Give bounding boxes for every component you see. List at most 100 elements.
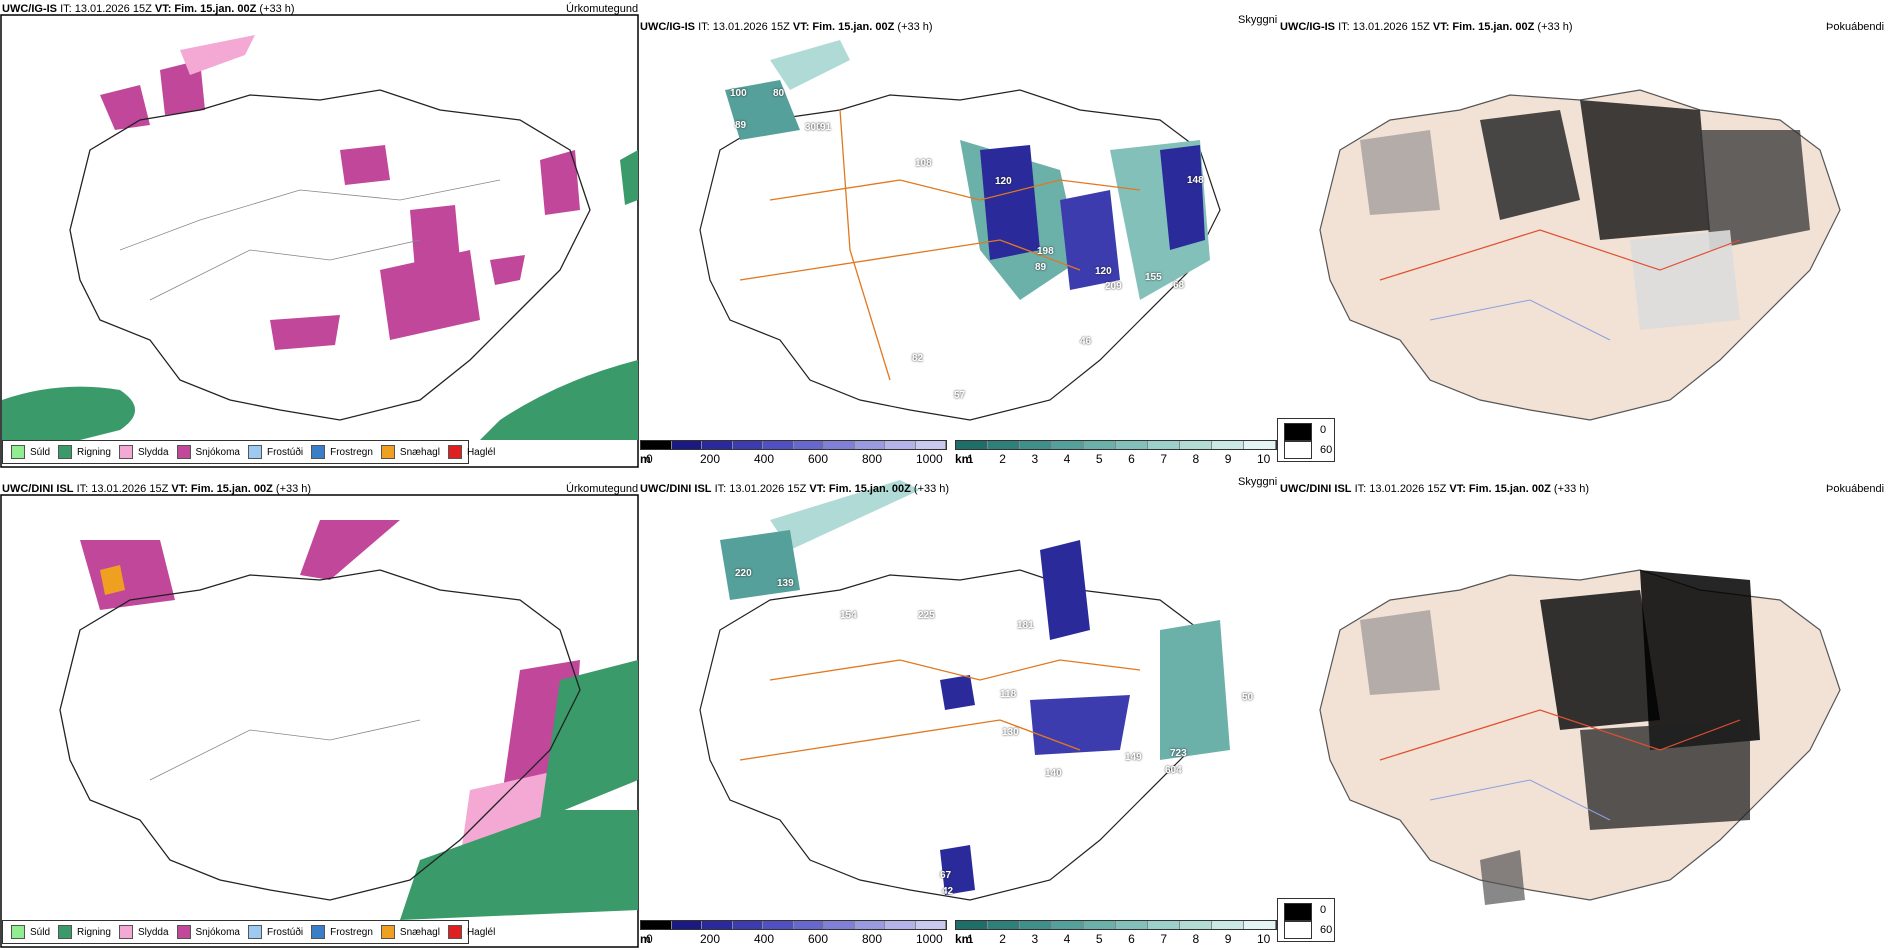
cloud-base-label: 80 [773, 88, 785, 99]
cloud-panel-top: UWC/IG-IS IT: 13.01.2026 15Z VT: Fim. 15… [640, 0, 1280, 470]
legend-item: Snjókoma [176, 925, 240, 939]
cloud-map-bottom [699, 480, 1230, 901]
colorbar-swatch [1148, 441, 1180, 449]
visibility-area [770, 480, 920, 550]
colorbar-swatch [885, 441, 916, 449]
colorbar-swatch [1212, 921, 1244, 929]
colorbar-swatch [1244, 441, 1276, 449]
road-network [1379, 709, 1741, 761]
fog-area [1700, 130, 1810, 250]
colorbar-tick-label: 9 [1224, 932, 1232, 946]
colorbar-tick-label: 2 [999, 452, 1006, 466]
cloud-base-area [1040, 540, 1090, 640]
fog-legend-label: 60 [1320, 924, 1333, 936]
colorbar-swatch [915, 441, 946, 449]
colorbar-swatch [793, 441, 824, 449]
colorbar-tick-label: 4 [1063, 932, 1071, 946]
cloud-base-label: 100 [730, 88, 747, 99]
snow-area [300, 520, 400, 580]
colorbar-swatch [1148, 921, 1180, 929]
colorbar-unit: km [955, 452, 973, 466]
rain-area [620, 150, 638, 205]
colorbar-tick-label: 400 [754, 452, 775, 466]
fog-area [1360, 610, 1440, 695]
colorbar-swatch [763, 441, 794, 449]
colorbar-tick-label: 400 [754, 932, 775, 946]
cloud-base-area [1060, 190, 1120, 290]
colorbar-unit: km [955, 932, 973, 946]
road-network [739, 239, 1081, 281]
legend-item: Slydda [118, 925, 169, 939]
cloud-base-area [980, 145, 1040, 260]
panel-header: UWC/DINI ISL IT: 13.01.2026 15Z VT: Fim.… [2, 483, 312, 495]
cloud-base-label: 89 [735, 120, 747, 131]
cloud-base-label: 723 [1170, 748, 1187, 759]
colorbar-swatch [641, 921, 672, 929]
colorbar-swatch [671, 921, 702, 929]
colorbar-tick-label: 1 [967, 932, 974, 946]
cloud-base-label: 604 [1165, 765, 1182, 776]
colorbar-unit: m [640, 452, 651, 466]
cloud-base-label: 155 [1145, 272, 1162, 283]
roads [149, 239, 421, 301]
fog-legend-label: 60 [1320, 444, 1333, 456]
legend-item: Slydda [118, 445, 169, 459]
fog-legend-label: 0 [1320, 424, 1327, 436]
cloud-base-colorbar: m 0 200 400 600 800 1000 [640, 920, 950, 950]
colorbar-swatches [955, 440, 1277, 450]
cloud-base-label: 225 [918, 610, 935, 621]
road-network [769, 659, 1141, 681]
colorbar-swatch [1084, 441, 1116, 449]
colorbar-tick-label: 1000 [916, 932, 943, 946]
visibility-area [770, 40, 850, 90]
snow-area [380, 250, 480, 340]
fog-swatch-min [1284, 921, 1312, 939]
cloud-base-label: 89 [1035, 262, 1047, 273]
snow-area [80, 540, 175, 610]
colorbar-tick-label: 6 [1128, 932, 1135, 946]
panel-title: Þokuábendi [1826, 21, 1885, 33]
visibility-area [720, 530, 800, 600]
cloud-base-label: 148 [1187, 175, 1204, 186]
precip-type-legend: Súld Rigning Slydda Snjókoma Frostúði Fr… [2, 920, 495, 944]
cloud-base-label: 57 [954, 390, 966, 401]
colorbar-swatch [1020, 921, 1052, 929]
colorbar-tick-label: 600 [808, 452, 829, 466]
colorbar-tick-label: 3 [1031, 452, 1039, 466]
colorbar-swatch [988, 921, 1020, 929]
colorbar-tick-label: 3 [1031, 932, 1039, 946]
legend-item: Snæhagl [380, 445, 440, 459]
cloud-base-colorbar: m 0 200 400 600 800 1000 [640, 440, 950, 470]
iceland-outline [59, 569, 581, 901]
fog-area [1480, 850, 1525, 905]
snow-area [100, 85, 150, 130]
panel-title: Úrkomutegund [566, 3, 639, 15]
road-network [739, 719, 1081, 761]
cloud-base-label: 130 [1002, 727, 1019, 738]
cloud-base-label: 120 [1095, 266, 1112, 277]
snow-area [340, 145, 390, 185]
colorbar-swatch [1052, 441, 1084, 449]
colorbar-swatch [763, 921, 794, 929]
panel-title: Úrkomutegund [566, 483, 639, 495]
fog-swatch-max [1284, 423, 1312, 441]
snow-area [490, 255, 525, 285]
road-network [769, 179, 1141, 201]
fog-area [1580, 100, 1710, 240]
snow-area [540, 150, 580, 215]
fog-map-top [1319, 89, 1841, 421]
cloud-base-label: 82 [912, 353, 924, 364]
fog-swatch-max [1284, 903, 1312, 921]
fog-legend-bottom: 0 60 [1277, 898, 1335, 942]
snow-area [410, 205, 460, 270]
fog-area [1540, 590, 1660, 730]
colorbar-tick-label: 0 [646, 932, 653, 946]
colorbar-swatch [988, 441, 1020, 449]
fog-panel-top: UWC/IG-IS IT: 13.01.2026 15Z VT: Fim. 15… [1280, 0, 1900, 470]
fog-area [1360, 130, 1440, 215]
colorbar-swatch [793, 921, 824, 929]
cloud-base-area [940, 675, 975, 710]
legend-item: Snjókoma [176, 445, 240, 459]
panel-header: UWC/IG-IS IT: 13.01.2026 15Z VT: Fim. 15… [2, 3, 295, 15]
colorbar-swatches [640, 440, 947, 450]
